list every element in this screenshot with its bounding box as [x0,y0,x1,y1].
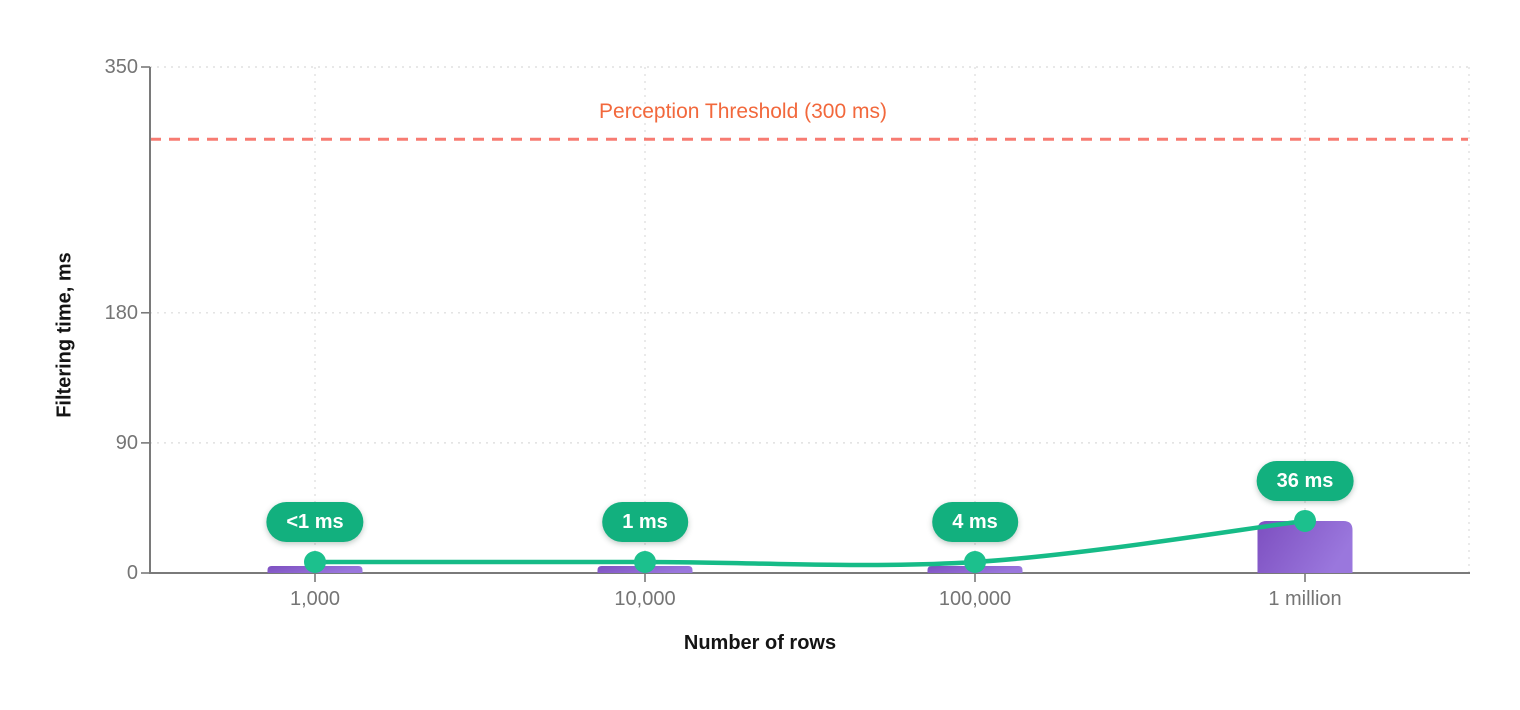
y-tick-label-350: 350 [104,56,138,78]
value-badge-1million: 36 ms [1256,460,1354,501]
value-badge-1000: <1 ms [266,502,364,542]
x-tick-label-10000: 10,000 [614,588,676,610]
y-axis-title: Filtering time, ms [53,252,76,418]
x-tick-label-100000: 100,000 [938,588,1012,610]
value-badge-100000: 4 ms [932,502,1018,542]
perception-threshold-label: Perception Threshold (300 ms) [599,100,887,123]
y-tick-label-0: 0 [126,562,138,584]
x-tick-label-1000: 1,000 [289,588,341,610]
y-tick-label-180: 180 [104,301,138,324]
x-tick-label-1million: 1 million [1268,588,1342,610]
x-axis-title: Number of rows [683,632,837,654]
value-badge-10000: 1 ms [602,502,688,542]
y-tick-label-90: 90 [115,431,138,454]
